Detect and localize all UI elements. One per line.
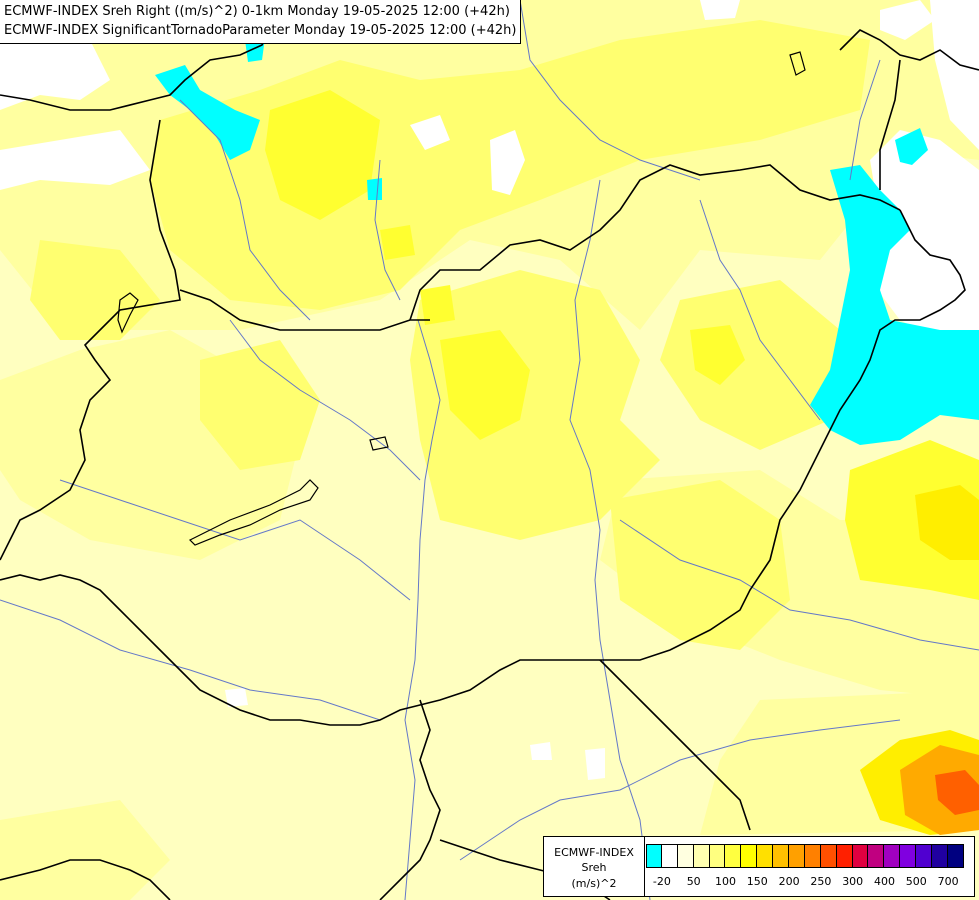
title-line-2: ECMWF-INDEX SignificantTornadoParameter …	[4, 23, 517, 38]
legend-swatch	[804, 844, 821, 868]
legend-swatch	[661, 844, 678, 868]
legend-swatch	[789, 844, 805, 868]
legend-swatch	[900, 844, 917, 868]
legend-tick-label: 400	[874, 875, 895, 888]
legend-swatch	[868, 844, 885, 868]
color-legend: ECMWF-INDEX Sreh (m/s)^2 -20 50 100 150 200 2…	[543, 836, 975, 897]
legend-swatch	[693, 844, 710, 868]
legend-swatch	[932, 844, 948, 868]
legend-tick-label: 300	[842, 875, 864, 888]
legend-swatch	[773, 844, 790, 868]
legend-swatch	[916, 844, 933, 868]
legend-swatch	[852, 844, 869, 868]
legend-tick-label: 700	[937, 875, 959, 888]
legend-tick-label: 50	[686, 875, 701, 888]
srh-band-cyan	[155, 38, 979, 445]
legend-tick-label: 500	[905, 875, 927, 888]
legend-parameter: Sreh	[581, 861, 607, 874]
legend-swatch	[836, 844, 853, 868]
map-title: ECMWF-INDEX Sreh Right ((m/s)^2) 0-1km M…	[0, 0, 522, 44]
legend-swatch	[884, 844, 901, 868]
lakes	[117, 51, 806, 546]
legend-source: ECMWF-INDEX	[554, 846, 634, 859]
legend-tick-label: -20	[652, 875, 671, 888]
legend-unit: (m/s)^2	[571, 877, 617, 890]
legend-swatch	[646, 844, 662, 868]
legend-swatch	[947, 844, 964, 868]
legend-tick-label: 150	[746, 875, 768, 888]
legend-swatch	[820, 844, 837, 868]
legend-swatch	[757, 844, 774, 868]
legend-divider	[644, 837, 645, 896]
legend-swatch	[725, 844, 742, 868]
srh-band-hot	[935, 770, 979, 815]
legend-tick-label: 200	[778, 875, 800, 888]
legend-swatch	[709, 844, 726, 868]
legend-tick-label: 250	[810, 875, 832, 888]
title-line-1: ECMWF-INDEX Sreh Right ((m/s)^2) 0-1km M…	[4, 4, 510, 19]
legend-tick-label: 100	[715, 875, 736, 888]
srh-band-strong	[265, 90, 979, 600]
legend-swatch	[741, 844, 758, 868]
legend-swatches	[646, 844, 964, 868]
legend-swatch	[677, 844, 694, 868]
